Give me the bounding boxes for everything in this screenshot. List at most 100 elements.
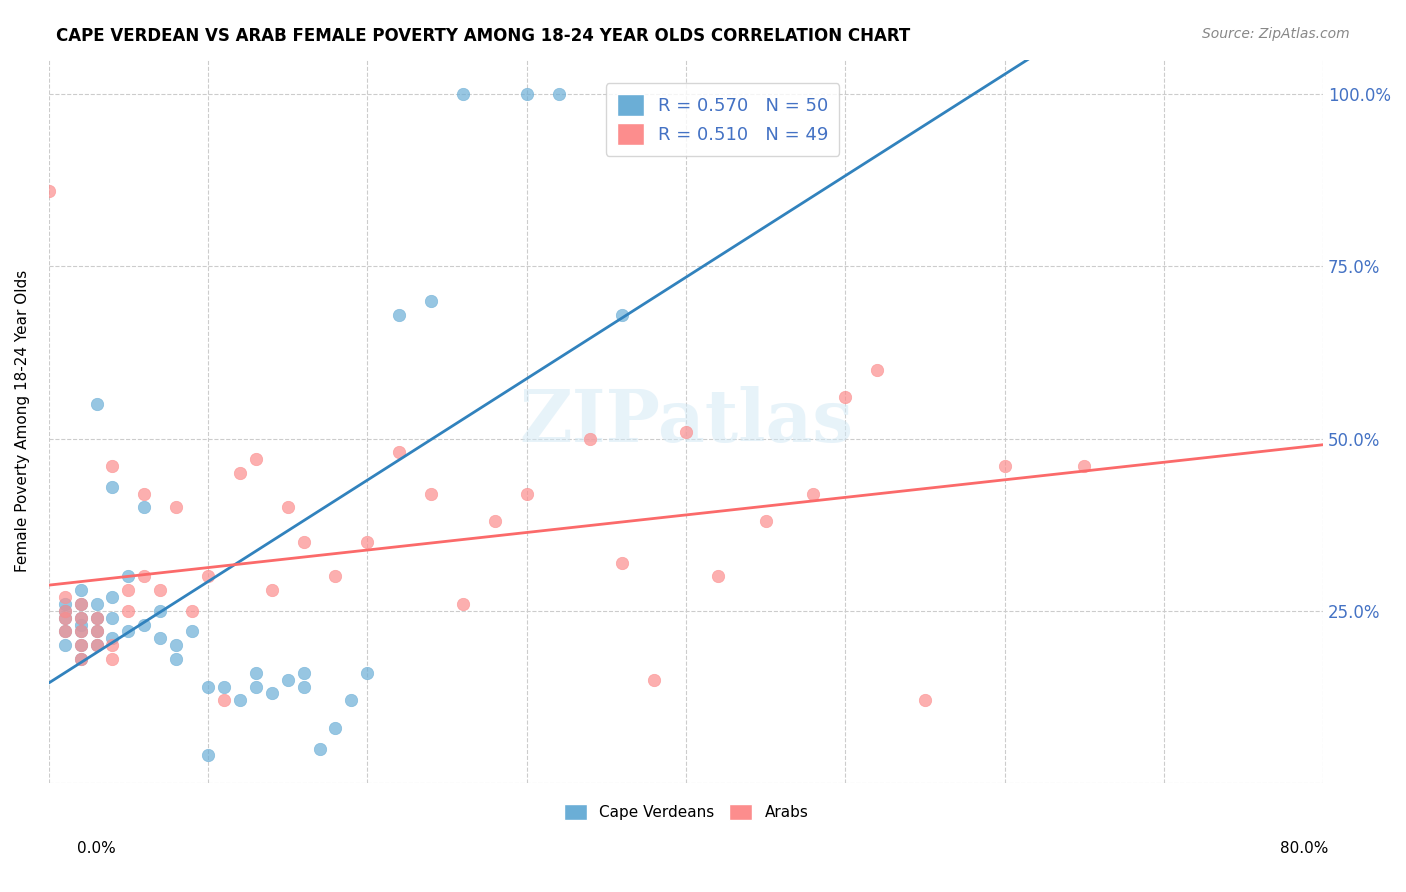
Point (993, 459, 1015, 474)
Point (117, 569, 139, 583)
Point (212, 680, 235, 694)
Point (229, 466, 252, 480)
Point (149, 583, 172, 598)
Point (53, 638, 76, 652)
Point (277, 500, 299, 515)
Point (181, 624, 204, 639)
Point (53, 590, 76, 604)
Point (356, 665, 378, 680)
Point (38, 184, 60, 198)
Point (86, 638, 108, 652)
Point (165, 500, 187, 515)
Point (643, 673, 665, 687)
Point (1073, 459, 1095, 474)
Point (86, 610, 108, 624)
Point (292, 680, 315, 694)
Point (101, 480, 124, 494)
Point (53, 604, 76, 618)
Point (117, 624, 139, 639)
Point (803, 486, 825, 500)
Point (134, 569, 156, 583)
Point (134, 500, 156, 515)
Point (69, 597, 91, 611)
Text: ZIPatlas: ZIPatlas (519, 386, 853, 457)
Point (149, 632, 172, 646)
Point (388, 445, 411, 459)
Point (86, 624, 108, 639)
Point (420, 486, 443, 500)
Point (69, 638, 91, 652)
Point (101, 459, 124, 474)
Point (755, 514, 778, 528)
Point (53, 610, 76, 624)
Point (325, 569, 347, 583)
Point (516, 486, 538, 500)
Point (101, 610, 124, 624)
Legend: Cape Verdeans, Arabs: Cape Verdeans, Arabs (558, 797, 814, 826)
Point (245, 665, 267, 680)
Point (245, 680, 267, 694)
Point (101, 632, 124, 646)
Point (69, 624, 91, 639)
Point (69, 617, 91, 632)
Point (451, 597, 474, 611)
Point (340, 693, 363, 707)
Point (707, 569, 730, 583)
Point (101, 652, 124, 666)
Text: CAPE VERDEAN VS ARAB FEMALE POVERTY AMONG 18-24 YEAR OLDS CORRELATION CHART: CAPE VERDEAN VS ARAB FEMALE POVERTY AMON… (56, 27, 911, 45)
Point (675, 425, 697, 439)
Point (69, 624, 91, 639)
Point (388, 308, 411, 322)
Point (484, 514, 506, 528)
Text: 80.0%: 80.0% (1281, 841, 1329, 856)
Text: 0.0%: 0.0% (77, 841, 117, 856)
Point (53, 597, 76, 611)
Point (69, 610, 91, 624)
Point (101, 590, 124, 604)
Point (197, 748, 219, 763)
Point (277, 673, 299, 687)
Point (165, 652, 187, 666)
Point (117, 604, 139, 618)
Point (101, 638, 124, 652)
Point (612, 308, 634, 322)
Point (292, 665, 315, 680)
Point (53, 624, 76, 639)
Point (212, 693, 235, 707)
Point (165, 638, 187, 652)
Point (325, 721, 347, 735)
Point (229, 693, 252, 707)
Point (308, 741, 330, 756)
Point (86, 610, 108, 624)
Point (516, 87, 538, 101)
Point (86, 397, 108, 411)
Point (86, 638, 108, 652)
Point (134, 486, 156, 500)
Point (260, 686, 283, 700)
Point (356, 535, 378, 549)
Point (69, 638, 91, 652)
Point (149, 604, 172, 618)
Point (53, 610, 76, 624)
Point (292, 535, 315, 549)
Point (260, 583, 283, 598)
Point (245, 452, 267, 467)
Point (197, 680, 219, 694)
Point (53, 624, 76, 639)
Point (86, 597, 108, 611)
Point (866, 362, 889, 376)
Point (547, 87, 569, 101)
Y-axis label: Female Poverty Among 18-24 Year Olds: Female Poverty Among 18-24 Year Olds (15, 270, 30, 573)
Point (197, 569, 219, 583)
Point (69, 583, 91, 598)
Point (69, 610, 91, 624)
Point (117, 583, 139, 598)
Point (579, 432, 602, 446)
Point (134, 617, 156, 632)
Point (69, 652, 91, 666)
Point (69, 597, 91, 611)
Point (86, 624, 108, 639)
Point (181, 604, 204, 618)
Point (834, 390, 856, 404)
Point (612, 556, 634, 570)
